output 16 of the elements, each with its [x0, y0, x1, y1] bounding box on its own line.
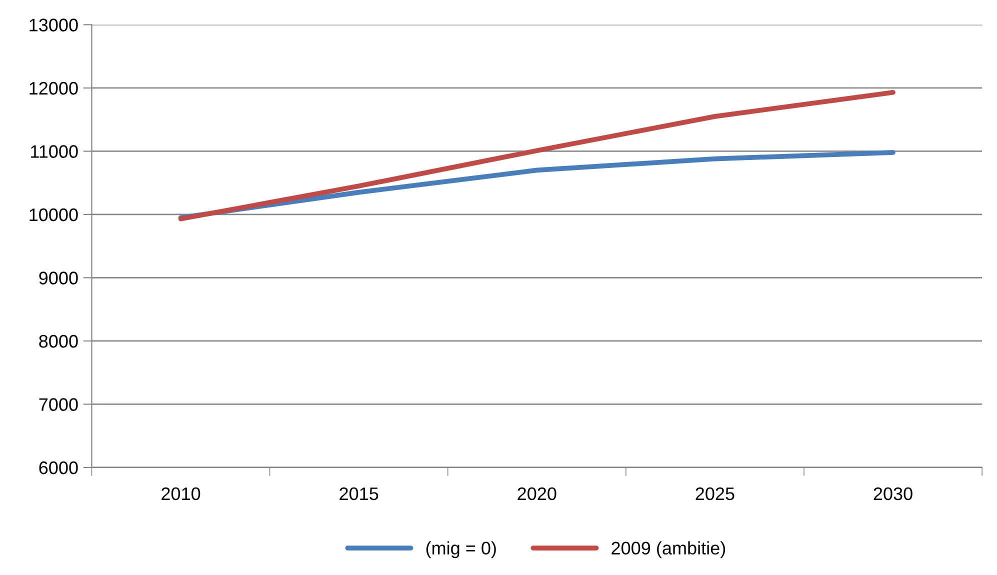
x-tick-label: 2020 [518, 487, 556, 500]
y-tick-label: 8000 [39, 334, 78, 348]
x-tick-label: 2015 [340, 487, 378, 500]
y-tick-label: 6000 [39, 461, 78, 474]
legend-label: (mig = 0) [426, 541, 496, 558]
line-series [178, 90, 896, 222]
y-tick-label: 7000 [39, 398, 78, 411]
y-tick-label: 13000 [30, 18, 78, 32]
legend-label: 2009 (ambitie) [612, 541, 726, 558]
y-tick-label: 9000 [39, 272, 78, 284]
x-tick-label: 2030 [874, 487, 912, 500]
y-tick-label: 11000 [31, 145, 78, 158]
x-tick-label: 2025 [696, 487, 734, 500]
y-tick-label: 10000 [30, 208, 78, 222]
x-tick-label: 2010 [162, 487, 200, 500]
y-tick-label: 12000 [30, 82, 78, 95]
